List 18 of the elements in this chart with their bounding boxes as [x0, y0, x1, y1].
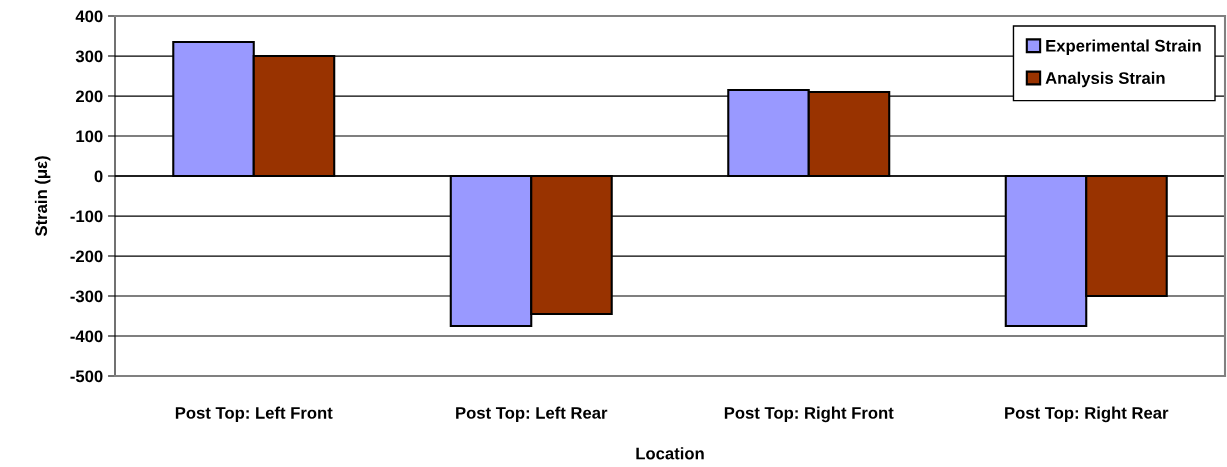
y-axis-title: Strain (με) [34, 156, 51, 237]
x-tick-label: Post Top: Right Rear [1005, 406, 1169, 423]
x-tick-label: Post Top: Left Front [175, 406, 333, 423]
legend-label: Experimental Strain [1046, 39, 1201, 55]
y-tick-label: 400 [75, 10, 103, 23]
y-tick-label: 200 [75, 90, 103, 103]
y-tick-label: -500 [70, 370, 103, 383]
x-axis-title: Location [636, 447, 704, 460]
legend-label: Analysis Strain [1045, 71, 1165, 88]
x-tick-label: Post Top: Left Rear [456, 406, 608, 423]
y-tick-label: 300 [75, 50, 103, 63]
x-tick-label: Post Top: Right Front [724, 406, 894, 423]
y-tick-label: 100 [76, 130, 103, 143]
y-tick-label: -200 [70, 250, 103, 263]
y-tick-label: -300 [70, 290, 103, 303]
y-tick-label: -100 [70, 210, 103, 223]
y-tick-label: 0 [94, 170, 103, 183]
y-tick-label: -400 [70, 330, 103, 343]
